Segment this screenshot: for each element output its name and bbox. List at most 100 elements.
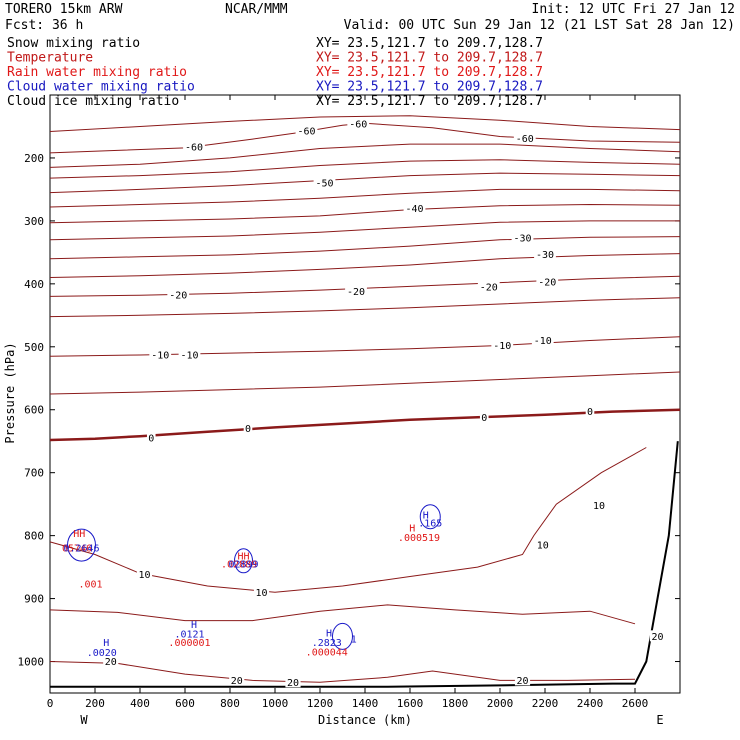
series-line <box>49 336 681 357</box>
y-tick-label: 1000 <box>18 656 45 669</box>
forecast-hour: Fcst: 36 h <box>5 18 83 33</box>
valid-time: Valid: 00 UTC Sun 29 Jan 12 (21 LST Sat … <box>344 18 735 33</box>
x-tick-label: 200 <box>85 697 105 710</box>
hydrometeor-label: .000519 <box>398 533 440 544</box>
y-tick-label: 900 <box>24 593 44 606</box>
legend-xy: XY= 23.5,121.7 to 209.7,128.7 <box>316 51 543 66</box>
hydrometeor-label: .165 <box>418 519 442 530</box>
contour-label-bg <box>347 117 370 129</box>
temperature-label: 10 <box>255 588 267 599</box>
temperature-label: -60 <box>516 134 534 145</box>
temperature-label: 0 <box>481 413 487 424</box>
temperature-label: -30 <box>513 233 531 244</box>
contour-label-bg <box>253 586 270 598</box>
x-tick-label: 400 <box>130 697 150 710</box>
temperature-label: 10 <box>593 501 605 512</box>
contour-label-bg <box>491 339 514 351</box>
contour-label-bg <box>534 248 556 260</box>
contour-labels: -60-60-60-60-50-40-30-30-20 -20 -20 -20-10-… <box>62 117 666 689</box>
y-tick-label: 500 <box>24 341 44 354</box>
temperature-label: -40 <box>405 204 423 215</box>
series-line <box>49 661 636 683</box>
temperature-label: -20 <box>480 282 498 293</box>
temperature-label: -50 <box>315 179 333 190</box>
hydrometeor-label: H <box>103 638 109 649</box>
contour-label-bg <box>103 655 119 667</box>
series-line <box>49 159 681 179</box>
temperature-label: -10 <box>534 336 552 347</box>
series-line <box>49 220 680 241</box>
series-line <box>49 203 681 224</box>
contour-label-bg <box>183 141 205 153</box>
hydrometeor-label: .001 <box>78 580 102 591</box>
contour-label-bg <box>591 499 607 511</box>
hydrometeor-label: 05746 <box>62 544 92 555</box>
contour-label-bg <box>136 568 153 580</box>
temperature-label: 10 <box>537 541 549 552</box>
series-line <box>49 115 681 132</box>
hydrometeor-label: 0.2646 <box>63 544 99 555</box>
contour-label-bg <box>514 674 531 686</box>
temperature-label: -10 <box>180 350 198 361</box>
hydrometeor-label: H <box>409 524 415 535</box>
temperature-label: 0 <box>587 407 593 418</box>
contour-label-bg <box>535 539 551 551</box>
x-tick-label: 1200 <box>307 697 334 710</box>
hydrometeor-label: 1 <box>351 634 357 645</box>
contour-label-bg <box>243 422 253 434</box>
temperature-label: 0 <box>148 434 154 445</box>
x-tick-label: 1800 <box>442 697 469 710</box>
contour-label-bg <box>178 348 201 360</box>
cloud-contour <box>332 622 353 650</box>
contour-label-bg <box>585 405 595 417</box>
temperature-label: 20 <box>287 678 299 689</box>
x-tick-label: 2400 <box>577 697 604 710</box>
contour-label-bg <box>313 177 336 189</box>
legend-label: Cloud water mixing ratio <box>7 80 195 95</box>
y-tick-label: 200 <box>24 152 44 165</box>
contour-label-bg <box>531 334 554 346</box>
legend-xy: XY= 23.5,121.7 to 209.7,128.7 <box>316 36 543 51</box>
series-lines <box>49 115 681 688</box>
hydrometeor-label: .0020 <box>87 648 117 659</box>
hydrometeor-label: H <box>191 620 197 631</box>
temperature-label: -60 <box>297 126 315 137</box>
contour-label-bg <box>167 289 190 301</box>
contour-label-bg <box>345 285 367 297</box>
contour-label-bg <box>295 124 318 136</box>
series-line <box>49 604 636 625</box>
x-axis-label: Distance (km) <box>318 713 412 727</box>
contour-label-bg <box>477 280 500 292</box>
model-title: TORERO 15km ARW <box>5 2 123 17</box>
cloud-contour <box>234 548 253 574</box>
x-tick-label: 2200 <box>532 697 559 710</box>
contour-label-bg <box>536 275 559 287</box>
x-tick-label: 0 <box>47 697 54 710</box>
series-line <box>49 236 681 260</box>
temperature-label: 20 <box>516 676 528 687</box>
temperature-label: -20 <box>169 291 187 302</box>
hydrometeor-label: HH <box>237 551 249 562</box>
contour-label-bg <box>513 132 536 144</box>
cloud-contour <box>67 528 96 562</box>
series-line <box>49 371 681 395</box>
hydrometeor-label: .02889 <box>221 559 257 570</box>
contour-label-bg <box>479 411 489 423</box>
hydrometeor-label: H <box>326 629 332 640</box>
legend-xy: XY= 23.5,121.7 to 209.7,128.7 <box>316 80 543 95</box>
series-line <box>49 172 681 194</box>
x-tick-label: 1000 <box>262 697 289 710</box>
x-tick-label: 2600 <box>622 697 649 710</box>
contour-label-bg <box>285 676 301 688</box>
init-time: Init: 12 UTC Fri 27 Jan 12 <box>532 2 736 17</box>
contour-label-bg <box>511 231 534 243</box>
hydrometeor-label: .0121 <box>174 629 204 640</box>
temperature-label: -10 <box>151 350 169 361</box>
contour-label-bg <box>229 674 245 686</box>
legend-xy: XY= 23.5,121.7 to 209.7,128.7 <box>316 94 543 109</box>
hydrometeor-label: HH <box>73 529 85 540</box>
hydrometeor-label: 02899 <box>228 559 258 570</box>
x-tick-label: 1600 <box>397 697 424 710</box>
hydrometeor-label: .000044 <box>306 648 348 659</box>
plot-frame <box>49 94 681 694</box>
